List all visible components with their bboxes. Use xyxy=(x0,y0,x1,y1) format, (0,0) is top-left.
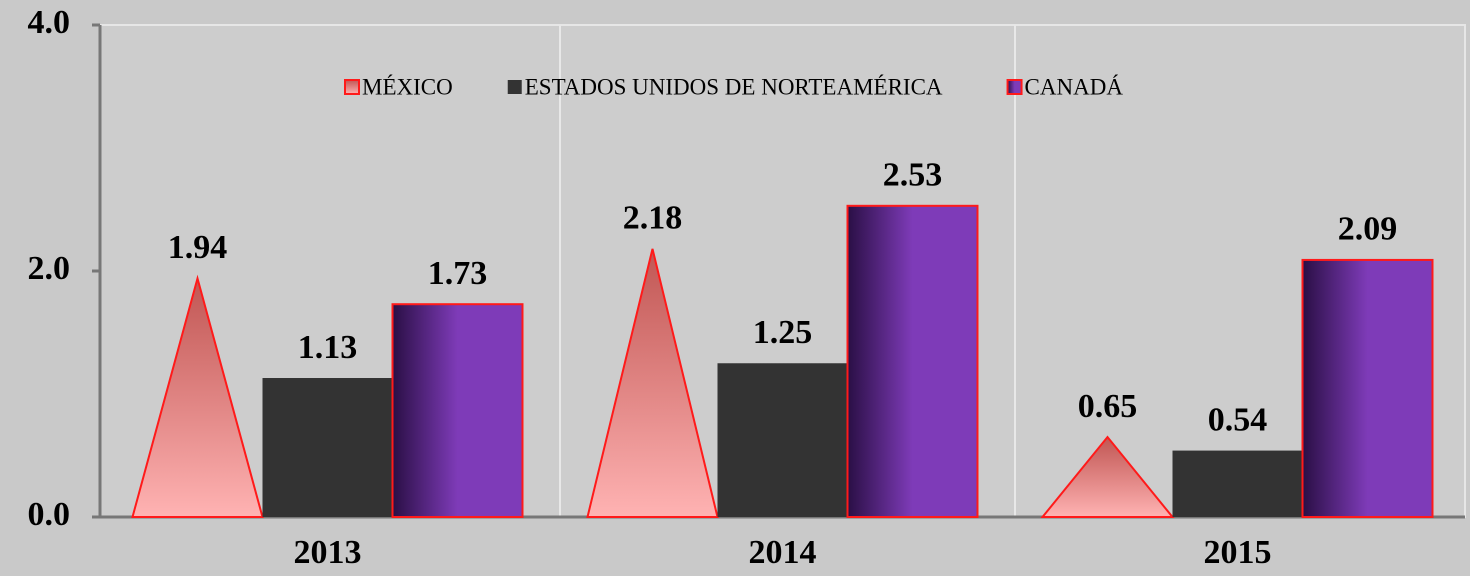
triangle-bar xyxy=(131,274,264,518)
y-tick-label: 2.0 xyxy=(28,250,71,287)
data-label: 0.54 xyxy=(1208,401,1268,438)
legend-swatch xyxy=(507,80,522,94)
data-label: 2.53 xyxy=(883,157,943,194)
legend-label: MÉXICO xyxy=(362,74,453,99)
bar xyxy=(1172,450,1303,517)
x-tick-label: 2013 xyxy=(294,534,362,571)
legend-swatch xyxy=(344,79,360,95)
bar xyxy=(846,204,979,518)
legend-swatch xyxy=(1006,79,1023,95)
x-tick-label: 2015 xyxy=(1204,534,1272,571)
triangle-bar xyxy=(1040,435,1175,518)
triangle-bar xyxy=(586,248,719,518)
data-label: 2.18 xyxy=(623,200,683,237)
legend-label: ESTADOS UNIDOS DE NORTEAMÉRICA xyxy=(525,74,943,99)
bar xyxy=(391,303,524,518)
data-label: 1.94 xyxy=(168,229,228,266)
legend-label: CANADÁ xyxy=(1025,74,1124,99)
x-tick-label: 2014 xyxy=(749,534,817,571)
bar xyxy=(1301,258,1434,518)
data-label: 1.13 xyxy=(298,329,358,366)
bar xyxy=(262,378,393,517)
data-label: 1.73 xyxy=(428,255,488,292)
data-label: 2.09 xyxy=(1338,211,1398,248)
data-label: 1.25 xyxy=(753,314,813,351)
y-tick-label: 4.0 xyxy=(28,4,71,41)
y-tick-label: 0.0 xyxy=(28,496,71,533)
data-label: 0.65 xyxy=(1078,388,1138,425)
bar xyxy=(717,363,848,517)
